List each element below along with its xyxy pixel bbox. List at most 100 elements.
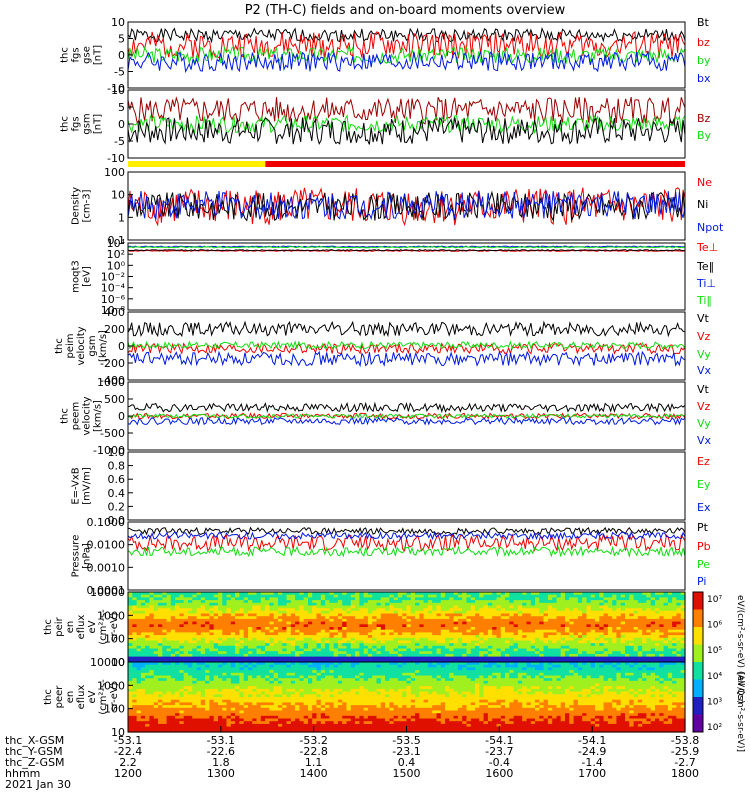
spectrogram-cell	[128, 597, 133, 601]
spectrogram-cell	[145, 640, 150, 644]
spectrogram-cell	[218, 723, 223, 728]
spectrogram-cell	[269, 635, 275, 639]
spectrogram-cell	[179, 637, 185, 642]
spectrogram-cell	[218, 691, 223, 695]
spectrogram-cell	[312, 678, 318, 682]
spectrogram-cell	[218, 600, 223, 604]
y-axis-label: moqt3[eV]	[71, 260, 93, 293]
spectrogram-cell	[252, 632, 258, 636]
spectrogram-cell	[590, 610, 596, 615]
spectrogram-cell	[337, 675, 343, 679]
spectrogram-cell	[175, 667, 180, 671]
spectrogram-cell	[642, 618, 648, 623]
spectrogram-cell	[337, 707, 343, 712]
spectrogram-cell	[286, 713, 292, 717]
spectrogram-cell	[299, 597, 305, 601]
spectrogram-cell	[209, 648, 215, 652]
spectrogram-cell	[158, 702, 163, 706]
spectrogram-cell	[325, 613, 330, 617]
spectrogram-cell	[230, 667, 236, 671]
spectrogram-cell	[350, 664, 356, 668]
spectrogram-cell	[385, 594, 390, 598]
spectrogram-cell	[278, 608, 283, 612]
spectrogram-cell	[363, 632, 369, 636]
spectrogram-cell	[256, 627, 262, 631]
spectrogram-cell	[590, 659, 596, 663]
spectrogram-cell	[346, 602, 352, 607]
spectrogram-cell	[393, 635, 399, 639]
spectrogram-cell	[535, 621, 540, 625]
y-axis-label-line: velocity	[76, 326, 87, 365]
spectrogram-cell	[415, 651, 420, 655]
spectrogram-cell	[226, 726, 232, 730]
spectrogram-cell	[196, 694, 202, 698]
spectrogram-cell	[158, 645, 163, 650]
spectrogram-cell	[389, 637, 395, 642]
spectrogram-cell	[329, 699, 335, 703]
spectrogram-cell	[170, 707, 176, 712]
spectrogram-cell	[385, 597, 390, 601]
spectrogram-cell	[560, 648, 566, 652]
spectrogram-cell	[205, 608, 210, 612]
spectrogram-cell	[410, 616, 416, 620]
spectrogram-cell	[530, 624, 536, 628]
spectrogram-cell	[342, 602, 348, 607]
spectrogram-cell	[573, 616, 579, 620]
spectrogram-cell	[175, 662, 180, 666]
spectrogram-cell	[445, 640, 450, 644]
spectrogram-cell	[158, 662, 163, 666]
spectrogram-cell	[402, 651, 408, 655]
y-axis-label-line: thc	[60, 408, 71, 424]
spectrogram-cell	[299, 651, 305, 655]
spectrogram-cell	[560, 600, 566, 604]
spectrogram-cell	[316, 675, 322, 679]
spectrogram-cell	[196, 667, 202, 671]
spectrogram-cell	[153, 672, 159, 677]
spectrogram-cell	[192, 613, 198, 617]
spectrogram-cell	[667, 605, 673, 609]
spectrogram-cell	[603, 613, 609, 617]
spectrogram-cell	[286, 659, 292, 663]
spectrogram-cell	[316, 705, 322, 709]
spectrogram-cell	[239, 667, 245, 671]
spectrogram-cell	[205, 594, 210, 598]
spectrogram-cell	[132, 605, 138, 609]
spectrogram-cell	[672, 648, 677, 652]
spectrogram-cell	[325, 643, 330, 647]
spectrogram-cell	[616, 645, 622, 650]
spectrogram-cell	[342, 632, 348, 636]
spectrogram-cell	[269, 605, 275, 609]
spectrogram-cell	[282, 624, 288, 628]
spectrogram-cell	[140, 707, 146, 712]
spectrogram-cell	[235, 629, 240, 633]
spectrogram-cell	[650, 602, 656, 607]
spectrogram-cell	[329, 697, 335, 701]
spectrogram-cell	[140, 597, 146, 601]
spectrogram-cell	[483, 602, 489, 607]
spectrogram-cell	[175, 688, 180, 693]
spectrogram-cell	[367, 637, 373, 642]
spectrogram-cell	[282, 718, 288, 722]
spectrogram-cell	[252, 637, 258, 642]
spectrogram-cell	[397, 616, 403, 620]
spectrogram-cell	[248, 629, 253, 633]
spectrogram-cell	[140, 640, 146, 644]
spectrogram-cell	[320, 715, 326, 720]
spectrogram-cell	[273, 699, 279, 703]
spectrogram-cell	[209, 629, 215, 633]
spectrogram-cell	[582, 608, 588, 612]
spectrogram-cell	[560, 645, 566, 650]
spectrogram-cell	[205, 645, 210, 650]
spectrogram-cell	[303, 699, 309, 703]
spectrogram-cell	[162, 702, 168, 706]
spectrogram-cell	[590, 651, 596, 655]
spectrogram-cell	[539, 643, 545, 647]
spectrogram-cell	[218, 648, 223, 652]
spectrogram-cell	[153, 656, 159, 660]
spectrogram-cell	[517, 632, 523, 636]
spectrogram-cell	[517, 645, 523, 650]
spectrogram-cell	[535, 616, 540, 620]
spectrogram-cell	[517, 624, 523, 628]
spectrogram-cell	[582, 656, 588, 660]
spectrogram-cell	[466, 613, 472, 617]
